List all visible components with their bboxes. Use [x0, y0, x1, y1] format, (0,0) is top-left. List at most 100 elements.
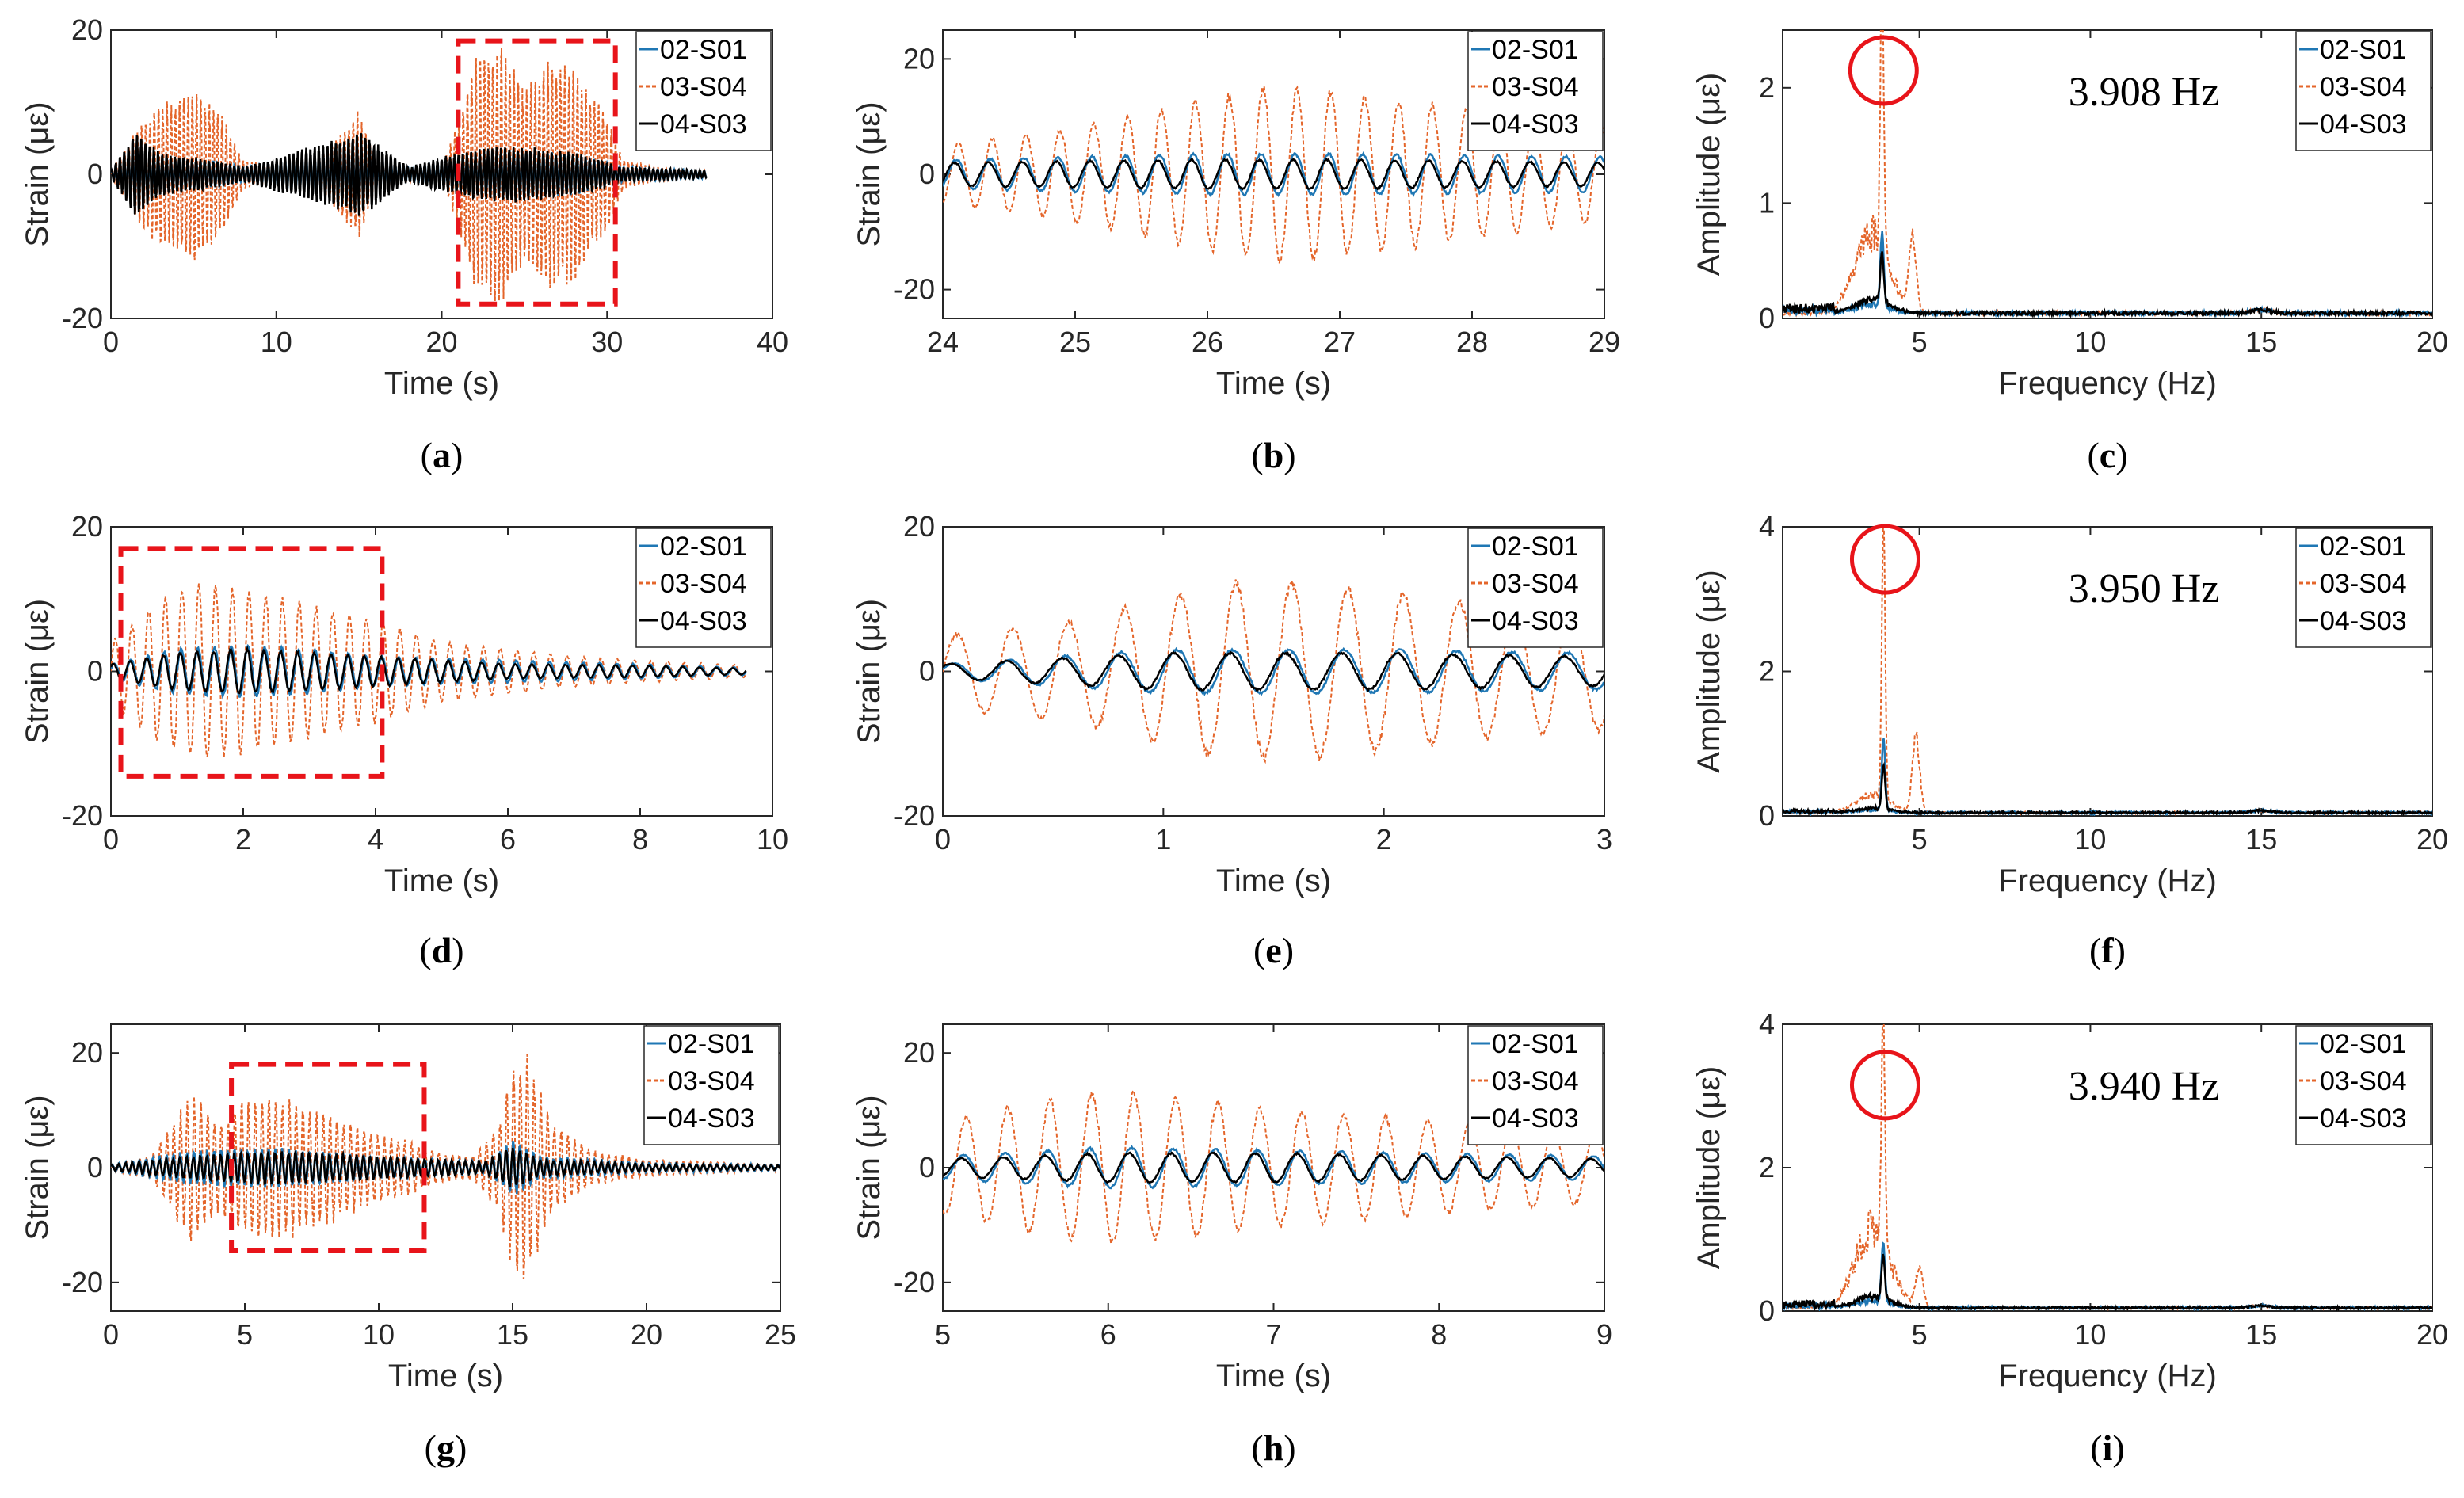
panel-tag: (e): [1253, 930, 1294, 970]
legend-label: 04-S03: [668, 1103, 755, 1134]
y-tick-label: 20: [903, 42, 935, 74]
y-axis-label: Amplitude (με): [1692, 73, 1726, 276]
series-04-S03: [1783, 251, 2432, 318]
legend-label: 02-S01: [2320, 35, 2407, 65]
y-tick-label: 4: [1759, 510, 1775, 543]
peak-circle: [1849, 1050, 1920, 1121]
panel-tag-letter: e: [1265, 930, 1281, 970]
series-group: [943, 579, 1604, 764]
y-axis-label: Strain (με): [20, 101, 55, 246]
x-axis-label: Time (s): [384, 366, 499, 401]
legend-label: 03-S04: [1492, 569, 1579, 599]
x-tick-label: 0: [103, 1318, 119, 1351]
y-tick-label: 20: [903, 1036, 935, 1069]
x-tick-label: 20: [425, 326, 457, 358]
panel-tag: (f): [2089, 930, 2126, 970]
legend-box: [2295, 528, 2432, 648]
x-tick-label: 0: [103, 326, 119, 358]
x-tick-label: 5: [1912, 326, 1928, 358]
x-tick-label: 8: [632, 823, 648, 856]
y-tick-label: 1: [1759, 186, 1775, 219]
legend-box: [635, 31, 772, 151]
legend-label: 02-S01: [668, 1029, 755, 1059]
legend-box: [1467, 1025, 1604, 1145]
legend-label: 04-S03: [2320, 1103, 2407, 1134]
x-tick-label: 15: [497, 1318, 528, 1351]
panel-tag-letter: h: [1264, 1427, 1284, 1468]
legend-label: 03-S04: [668, 1066, 755, 1096]
legend-label: 03-S04: [1492, 1066, 1579, 1096]
legend-label: 02-S01: [2320, 532, 2407, 562]
legend-box: [2295, 31, 2432, 151]
y-tick-label: -20: [894, 799, 935, 832]
y-tick-label: -20: [894, 273, 935, 306]
series-group: [1783, 30, 2432, 318]
x-tick-label: 15: [2245, 1318, 2277, 1351]
y-tick-label: 20: [71, 13, 103, 46]
x-axis-label: Time (s): [388, 1359, 503, 1393]
x-axis-label: Time (s): [1216, 863, 1331, 898]
x-tick-label: 10: [2074, 326, 2106, 358]
x-axis-label: Frequency (Hz): [1998, 863, 2217, 898]
legend-label: 02-S01: [2320, 1029, 2407, 1059]
panel-tag-letter: i: [2103, 1427, 2113, 1468]
series-group: [943, 1088, 1604, 1245]
x-tick-label: 5: [1912, 1318, 1928, 1351]
legend-label: 04-S03: [1492, 1103, 1579, 1134]
y-tick-label: -20: [894, 1266, 935, 1298]
series-04-S03: [943, 650, 1604, 692]
legend-label: 04-S03: [2320, 109, 2407, 139]
x-tick-label: 7: [1265, 1318, 1281, 1351]
peak-frequency-label: 3.940 Hz: [2069, 1064, 2220, 1109]
y-tick-label: 2: [1759, 1151, 1775, 1184]
x-tick-label: 8: [1431, 1318, 1447, 1351]
series-group: [111, 1054, 780, 1280]
legend-label: 04-S03: [660, 109, 747, 139]
x-tick-label: 5: [935, 1318, 951, 1351]
highlight-box: [229, 1062, 427, 1253]
panel-tag-letter: c: [2100, 435, 2115, 475]
y-tick-label: 0: [1759, 302, 1775, 334]
series-04-S03: [1783, 1253, 2432, 1311]
x-tick-label: 6: [1100, 1318, 1116, 1351]
legend-label: 02-S01: [1492, 35, 1579, 65]
series-02-S01: [943, 646, 1604, 697]
y-tick-label: 0: [1759, 1294, 1775, 1327]
legend-label: 04-S03: [2320, 606, 2407, 636]
series-04-S03: [1783, 761, 2432, 816]
legend-label: 03-S04: [2320, 72, 2407, 102]
x-tick-label: 15: [2245, 823, 2277, 856]
x-tick-label: 10: [363, 1318, 395, 1351]
x-axis-label: Time (s): [1216, 1359, 1331, 1393]
chart-panel-i: 5 10 15 20 0 2 4 Frequency (Hz) Amplitude (με) 3.…: [1692, 1008, 2448, 1468]
y-tick-label: -20: [62, 302, 103, 334]
series-03-S04: [1783, 30, 2432, 318]
y-tick-label: 2: [1759, 71, 1775, 104]
x-axis-label: Time (s): [384, 863, 499, 898]
x-tick-label: 10: [261, 326, 292, 358]
legend-label: 03-S04: [2320, 1066, 2407, 1096]
legend-box: [2295, 1025, 2432, 1145]
x-tick-label: 40: [757, 326, 788, 358]
x-axis-label: Time (s): [1216, 366, 1331, 401]
x-tick-label: 1: [1155, 823, 1171, 856]
y-tick-label: 20: [71, 510, 103, 543]
panel-tag: (b): [1251, 435, 1295, 475]
series-04-S03: [111, 645, 747, 695]
y-tick-label: 0: [87, 158, 103, 190]
series-group: [1783, 1024, 2432, 1311]
y-axis-label: Amplitude (με): [1692, 1066, 1726, 1270]
y-tick-label: 0: [919, 158, 935, 190]
legend-box: [643, 1025, 780, 1145]
y-axis-label: Strain (με): [852, 1095, 887, 1240]
x-tick-label: 3: [1596, 823, 1612, 856]
y-axis-label: Strain (με): [20, 1095, 55, 1240]
x-tick-label: 26: [1192, 326, 1223, 358]
x-tick-label: 10: [757, 823, 788, 856]
x-tick-label: 9: [1596, 1318, 1612, 1351]
y-axis-label: Strain (με): [852, 101, 887, 246]
panel-tag-letter: d: [432, 930, 452, 970]
